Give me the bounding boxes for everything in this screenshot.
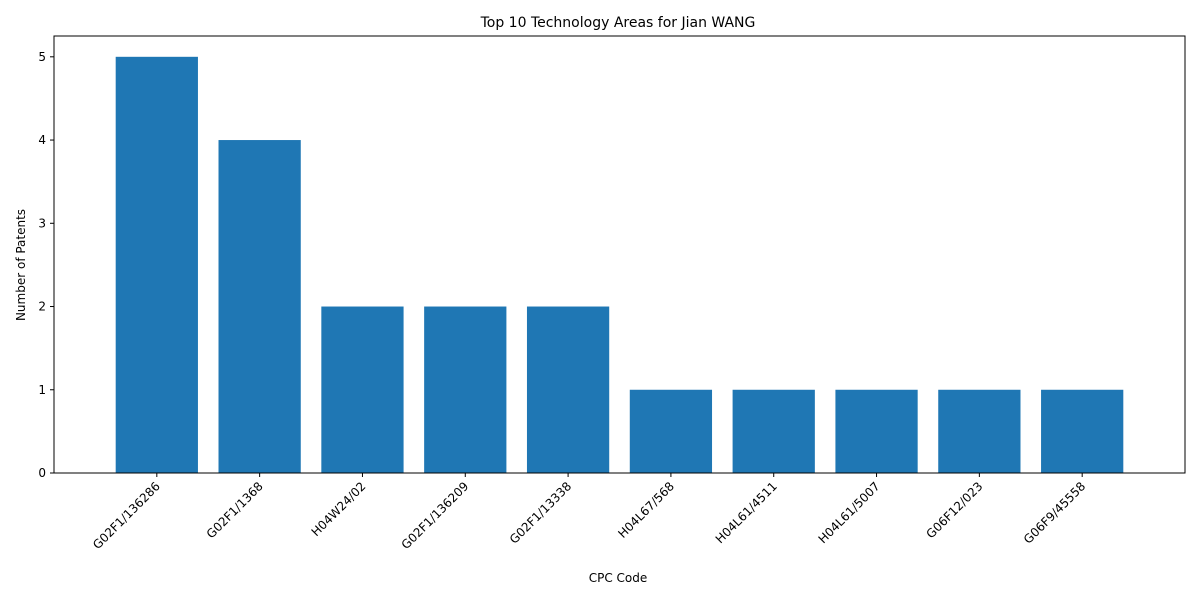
x-tick-label: G06F12/023	[923, 479, 985, 541]
x-tick-label: G02F1/1368	[204, 479, 266, 541]
x-axis-ticks: G02F1/136286 G02F1/1368 H04W24/02 G02F1/136…	[90, 473, 1088, 552]
bar-7	[835, 390, 917, 473]
bar-5	[630, 390, 712, 473]
x-tick-label: H04L61/4511	[713, 479, 780, 546]
y-tick-label: 2	[38, 300, 46, 314]
bar-0	[116, 57, 198, 473]
bar-1	[219, 140, 301, 473]
x-tick-label: G02F1/136286	[90, 479, 163, 552]
y-tick-label: 0	[38, 466, 46, 480]
y-tick-label: 1	[38, 383, 46, 397]
y-tick-label: 4	[38, 133, 46, 147]
bars-group	[116, 57, 1124, 473]
y-tick-label: 5	[38, 50, 46, 64]
x-tick-label: H04L67/568	[615, 479, 677, 541]
bar-8	[938, 390, 1020, 473]
bar-4	[527, 307, 609, 473]
bar-2	[321, 307, 403, 473]
chart-title: Top 10 Technology Areas for Jian WANG	[480, 15, 756, 31]
y-tick-label: 3	[38, 216, 46, 230]
x-tick-label: H04L61/5007	[816, 479, 883, 546]
x-tick-label: H04W24/02	[309, 479, 369, 539]
y-axis-ticks: 0 1 2 3 4 5	[38, 50, 54, 480]
bar-6	[733, 390, 815, 473]
x-tick-label: G02F1/13338	[507, 479, 574, 546]
x-axis-title: CPC Code	[589, 571, 648, 585]
y-axis-title: Number of Patents	[14, 209, 28, 321]
x-tick-label: G06F9/45558	[1021, 479, 1088, 546]
bar-3	[424, 307, 506, 473]
bar-9	[1041, 390, 1123, 473]
x-tick-label: G02F1/136209	[399, 479, 472, 552]
